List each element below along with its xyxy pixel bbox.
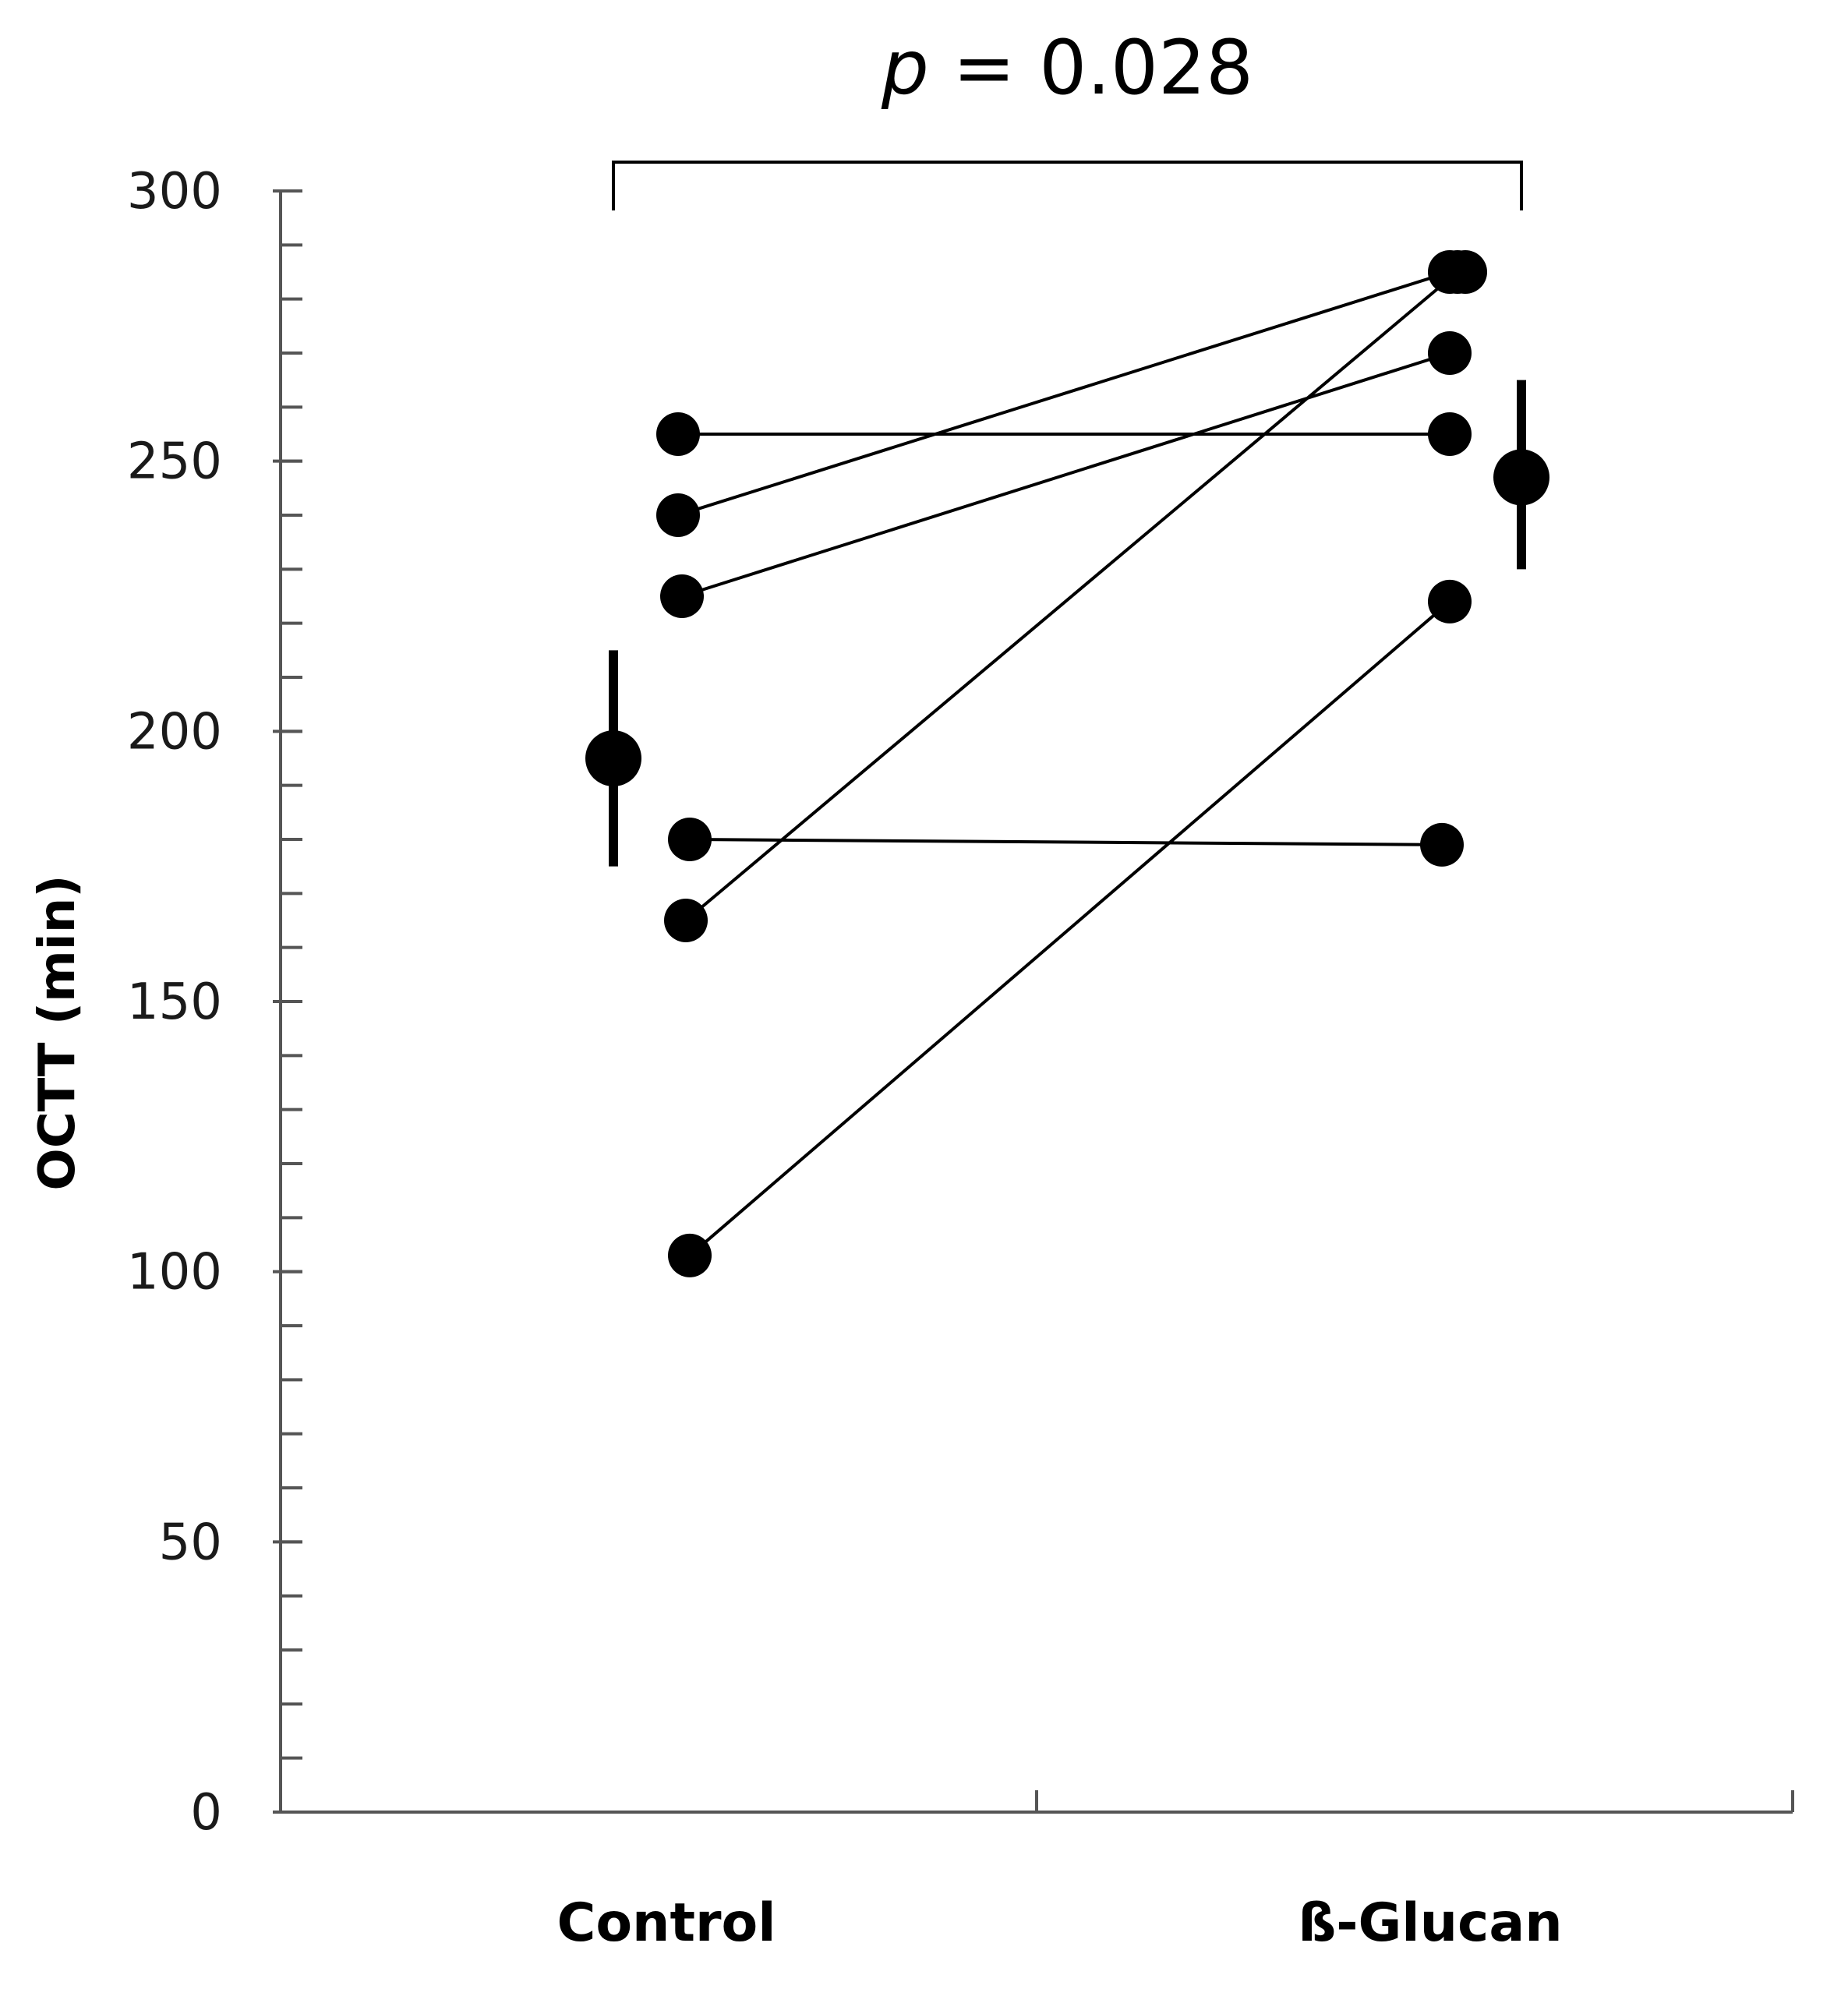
y-tick-label: 100 <box>127 1244 222 1302</box>
y-tick-label: 0 <box>190 1784 222 1842</box>
x-category-label: ß-Glucan <box>1298 1892 1562 1954</box>
mean-point <box>585 730 641 786</box>
control-point <box>668 818 712 861</box>
control-point <box>664 899 708 942</box>
paired-line <box>688 600 1451 1257</box>
significance-bracket-group: p = 0.028 <box>612 24 1523 210</box>
y-tick-label: 50 <box>159 1514 222 1571</box>
paired-line <box>677 270 1450 517</box>
control-point <box>668 1233 712 1277</box>
data-points <box>656 250 1487 1277</box>
control-point <box>656 493 700 537</box>
x-category-label: Control <box>557 1892 776 1954</box>
y-tick-label: 300 <box>127 163 222 221</box>
control-point <box>660 574 704 618</box>
x-axis: Control ß-Glucan <box>281 1790 1794 1954</box>
paired-line <box>684 270 1459 922</box>
p-symbol: p <box>881 24 929 111</box>
paired-line <box>681 352 1450 598</box>
y-axis: 0 50 100 150 200 250 300 <box>127 163 302 1842</box>
p-value-annotation: p = 0.028 <box>881 24 1253 111</box>
glucan-point <box>1443 250 1487 294</box>
paired-line <box>689 838 1443 846</box>
y-tick-label: 150 <box>127 973 222 1031</box>
significance-bracket <box>612 161 1523 210</box>
mean-point <box>1493 449 1549 506</box>
p-value-text: = 0.028 <box>929 24 1253 111</box>
y-tick-label: 200 <box>127 703 222 761</box>
glucan-point <box>1428 412 1472 456</box>
group-means <box>585 380 1549 867</box>
glucan-point <box>1428 579 1472 624</box>
glucan-point <box>1428 331 1472 375</box>
paired-lines <box>677 270 1459 1257</box>
y-axis-label: OCTT (min) <box>29 874 87 1190</box>
control-point <box>656 412 700 456</box>
glucan-point <box>1420 822 1464 867</box>
y-tick-label: 250 <box>127 433 222 491</box>
